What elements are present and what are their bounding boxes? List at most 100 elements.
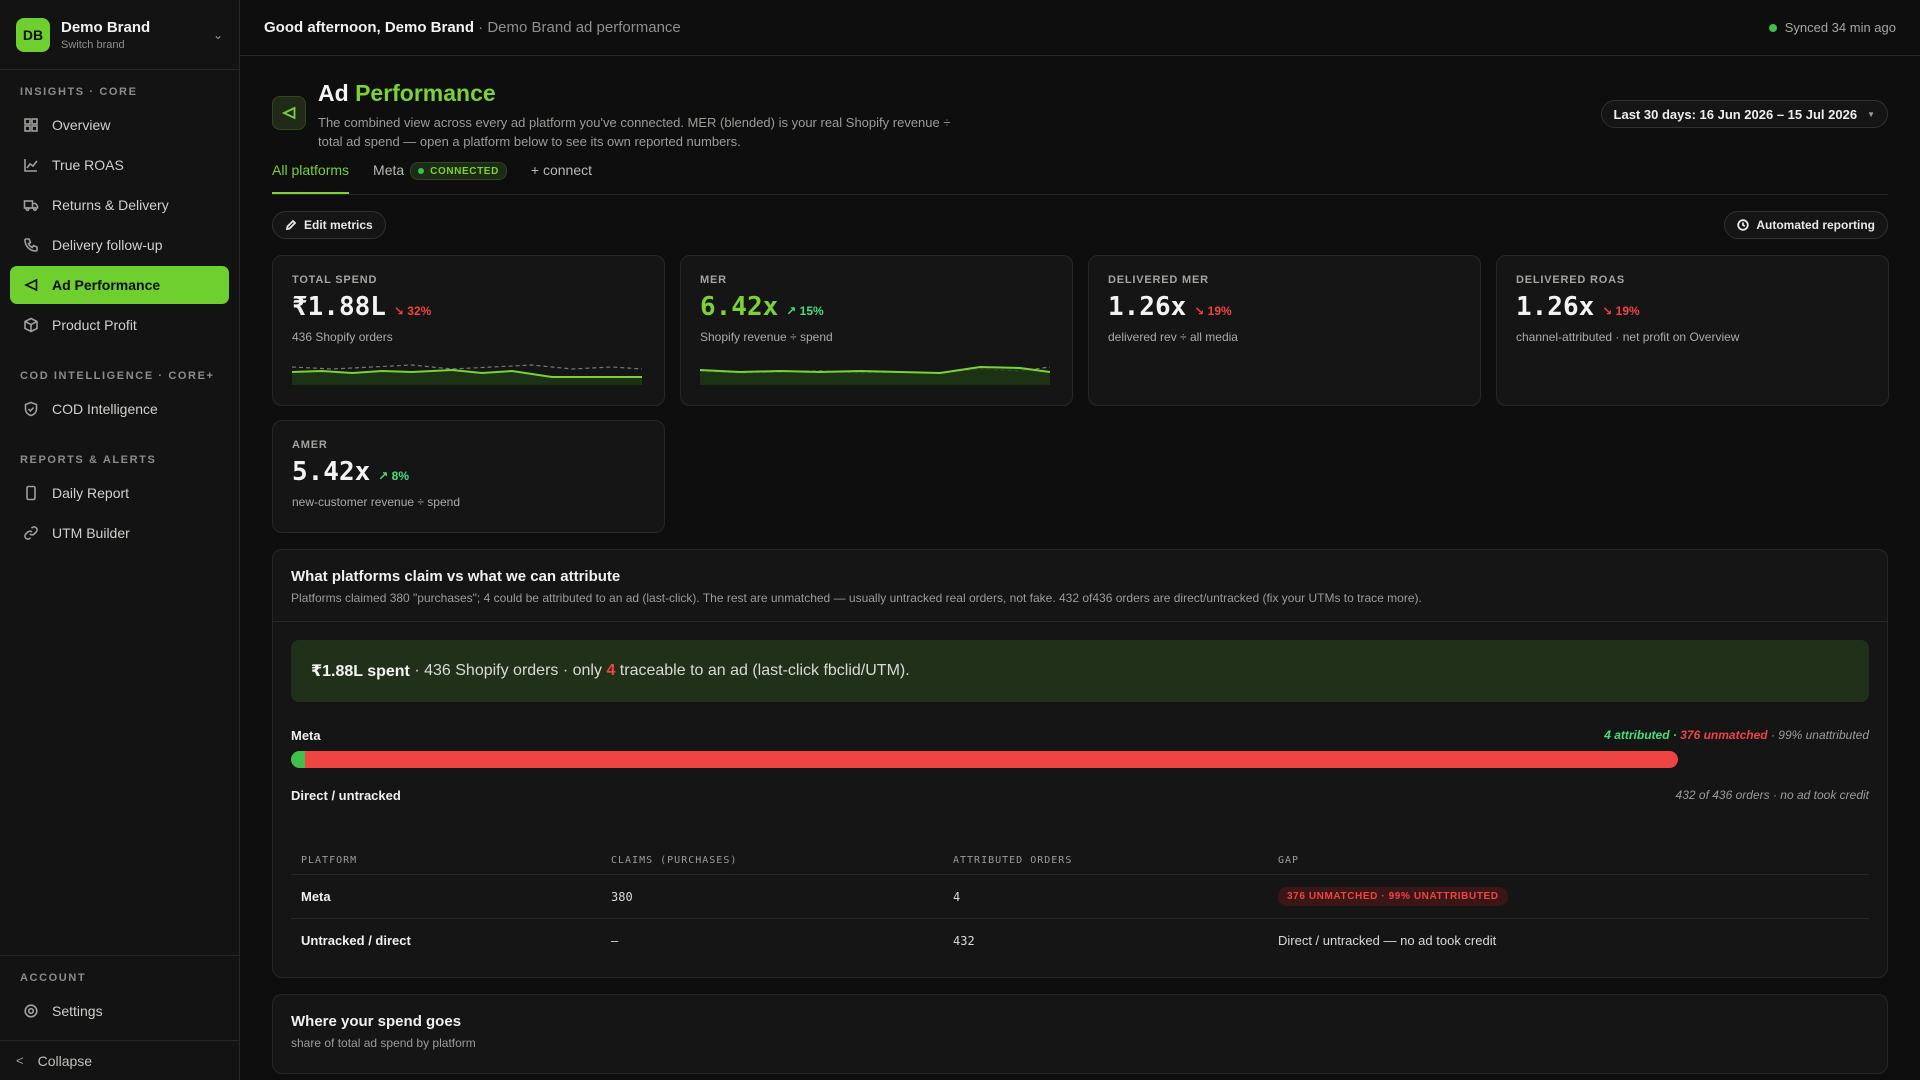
table-row: Untracked / direct – 432 Direct / untrac…	[291, 919, 1869, 963]
kpi-label: MER	[700, 274, 727, 286]
toolbar: Edit metrics Automated reporting	[272, 211, 1888, 239]
cell-platform: Meta	[291, 874, 601, 919]
kpi-delta: ↘ 32%	[393, 304, 432, 318]
page-title-accent: Performance	[355, 80, 496, 106]
sparkline	[292, 364, 642, 385]
kpi-delta: ↘ 19%	[1194, 304, 1232, 318]
sidebar-item-label: Overview	[52, 117, 111, 133]
sidebar: DB Demo Brand Switch brand ⌄ INSIGHTS · …	[0, 0, 240, 1080]
meta-bar-header: Meta 4 attributed · 376 unmatched · 99% …	[291, 728, 1869, 743]
platform-tabs: All platforms Meta CONNECTED + connect	[272, 161, 1888, 195]
kpi-label: DELIVERED MER	[1108, 274, 1209, 286]
kpi-label: TOTAL SPEND	[292, 274, 378, 286]
kpi-sub: new-customer revenue ÷ spend	[292, 495, 461, 509]
attributed-fill	[291, 751, 305, 768]
sync-status: Synced 34 min ago	[1768, 20, 1896, 35]
callout-text-end: traceable to an ad (last-click fbclid/UT…	[619, 662, 910, 679]
kpi-card-delivered-mer[interactable]: DELIVERED MER 1.26x ↘ 19% delivered rev ÷…	[1088, 255, 1481, 406]
edit-metrics-button[interactable]: Edit metrics	[272, 211, 386, 239]
callout-spent: ₹1.88L spent	[311, 663, 410, 680]
unattributed-pct: · 99% unattributed	[1770, 728, 1869, 742]
sidebar-item-label: Product Profit	[52, 317, 137, 333]
brand-avatar: DB	[16, 17, 50, 52]
truck-icon	[22, 196, 40, 214]
table-header: CLAIMS (PURCHASES)	[601, 855, 943, 875]
collapse-button[interactable]: < Collapse	[0, 1040, 239, 1080]
badge-label: CONNECTED	[430, 165, 499, 177]
direct-name: Direct / untracked	[291, 788, 401, 803]
sparkline	[700, 365, 1050, 385]
nav-section-insights: INSIGHTS · CORE Overview True ROAS Retur…	[0, 70, 239, 346]
unmatched-count: 376 unmatched	[1680, 728, 1768, 742]
kpi-card-amer[interactable]: AMER 5.42x ↗ 8% new-customer revenue ÷ sp…	[272, 420, 665, 533]
sidebar-item-utm-builder[interactable]: UTM Builder	[10, 514, 229, 552]
kpi-value: 1.26x	[1108, 292, 1187, 322]
collapse-label: Collapse	[37, 1052, 93, 1069]
sync-text: Synced 34 min ago	[1784, 20, 1896, 35]
attribution-callout: ₹1.88L spent · 436 Shopify orders · only…	[291, 640, 1869, 702]
sidebar-item-cod-intelligence[interactable]: COD Intelligence	[10, 390, 229, 428]
sidebar-item-overview[interactable]: Overview	[10, 106, 229, 144]
cell-platform: Untracked / direct	[301, 933, 411, 949]
tab-all-platforms[interactable]: All platforms	[272, 160, 350, 194]
greeting-text: Good afternoon, Demo Brand	[264, 19, 474, 36]
greeting: Good afternoon, Demo Brand · Demo Brand …	[264, 19, 681, 36]
attribution-bar	[291, 751, 1678, 768]
grid-icon	[22, 116, 40, 134]
shield-check-icon	[22, 400, 40, 418]
tab-meta[interactable]: Meta CONNECTED	[373, 160, 507, 194]
panel-subtitle: Platforms claimed 380 "purchases"; 4 cou…	[291, 591, 1422, 605]
direct-row: Direct / untracked 432 of 436 orders · n…	[291, 788, 1869, 803]
kpi-value: ₹1.88L	[292, 292, 386, 322]
phone-icon	[22, 236, 40, 254]
chevron-down-icon[interactable]: ⌄	[212, 27, 223, 42]
sidebar-item-label: True ROAS	[52, 157, 124, 173]
attributed-count: 4 attributed	[1604, 728, 1670, 742]
kpi-value: 6.42x	[700, 292, 779, 322]
caret-down-icon: ▼	[1867, 109, 1875, 119]
kpi-sub: Shopify revenue ÷ spend	[700, 330, 833, 344]
tab-connect[interactable]: + connect	[531, 160, 592, 194]
kpi-sub: delivered rev ÷ all media	[1108, 330, 1238, 344]
sidebar-item-returns-delivery[interactable]: Returns & Delivery	[10, 186, 229, 224]
sidebar-bottom: ACCOUNT Settings < Collapse	[0, 955, 239, 1080]
panel-title: Where your spend goes	[291, 1012, 462, 1030]
sidebar-item-label: Returns & Delivery	[52, 197, 169, 213]
table-row: Meta 380 4 376 UNMATCHED · 99% UNATTRIBU…	[291, 874, 1869, 919]
gap-badge: 376 UNMATCHED · 99% UNATTRIBUTED	[1278, 887, 1508, 906]
megaphone-icon	[272, 96, 306, 130]
kpi-label: AMER	[292, 439, 328, 451]
brand-switcher[interactable]: DB Demo Brand Switch brand ⌄	[0, 0, 239, 70]
tab-label: All platforms	[272, 162, 350, 178]
kpi-delta: ↗ 15%	[786, 304, 824, 318]
nav-heading: INSIGHTS · CORE	[20, 86, 138, 98]
kpi-value: 1.26x	[1516, 292, 1595, 322]
date-range-picker[interactable]: Last 30 days: 16 Jun 2026 – 15 Jul 2026 …	[1600, 100, 1888, 128]
kpi-card-mer[interactable]: MER 6.42x ↗ 15% Shopify revenue ÷ spend	[680, 255, 1073, 406]
sidebar-item-daily-report[interactable]: Daily Report	[10, 474, 229, 512]
kpi-card-total-spend[interactable]: TOTAL SPEND ₹1.88L ↘ 32% 436 Shopify orde…	[272, 255, 665, 406]
clock-icon	[1737, 219, 1750, 231]
tab-label: Meta	[373, 162, 405, 178]
kpi-card-delivered-roas[interactable]: DELIVERED ROAS 1.26x ↘ 19% channel-attrib…	[1496, 255, 1889, 406]
panel-subtitle: share of total ad spend by platform	[291, 1035, 476, 1050]
kpi-label: DELIVERED ROAS	[1516, 274, 1625, 286]
sidebar-item-ad-performance[interactable]: Ad Performance	[10, 266, 229, 304]
sidebar-item-true-roas[interactable]: True ROAS	[10, 146, 229, 184]
sidebar-item-label: Daily Report	[52, 485, 130, 501]
nav-heading: REPORTS & ALERTS	[20, 454, 157, 466]
page-header: Ad Performance The combined view across …	[272, 80, 1888, 151]
sidebar-item-label: UTM Builder	[52, 525, 130, 541]
main-content: Good afternoon, Demo Brand · Demo Brand …	[240, 0, 1920, 1080]
spend-panel: Where your spend goes share of total ad …	[272, 993, 1888, 1074]
sidebar-item-settings[interactable]: Settings	[10, 992, 229, 1030]
sidebar-item-delivery-follow-up[interactable]: Delivery follow-up	[10, 226, 229, 264]
date-range-label: Last 30 days: 16 Jun 2026 – 15 Jul 2026	[1613, 106, 1858, 122]
automated-reporting-button[interactable]: Automated reporting	[1724, 211, 1888, 239]
cell-attributed: 432	[953, 933, 975, 948]
kpi-delta: ↗ 8%	[378, 469, 410, 483]
button-label: Edit metrics	[304, 218, 373, 232]
page-title-part: Ad	[318, 80, 349, 106]
brand-switch-label: Switch brand	[61, 38, 125, 51]
sidebar-item-product-profit[interactable]: Product Profit	[10, 306, 229, 344]
